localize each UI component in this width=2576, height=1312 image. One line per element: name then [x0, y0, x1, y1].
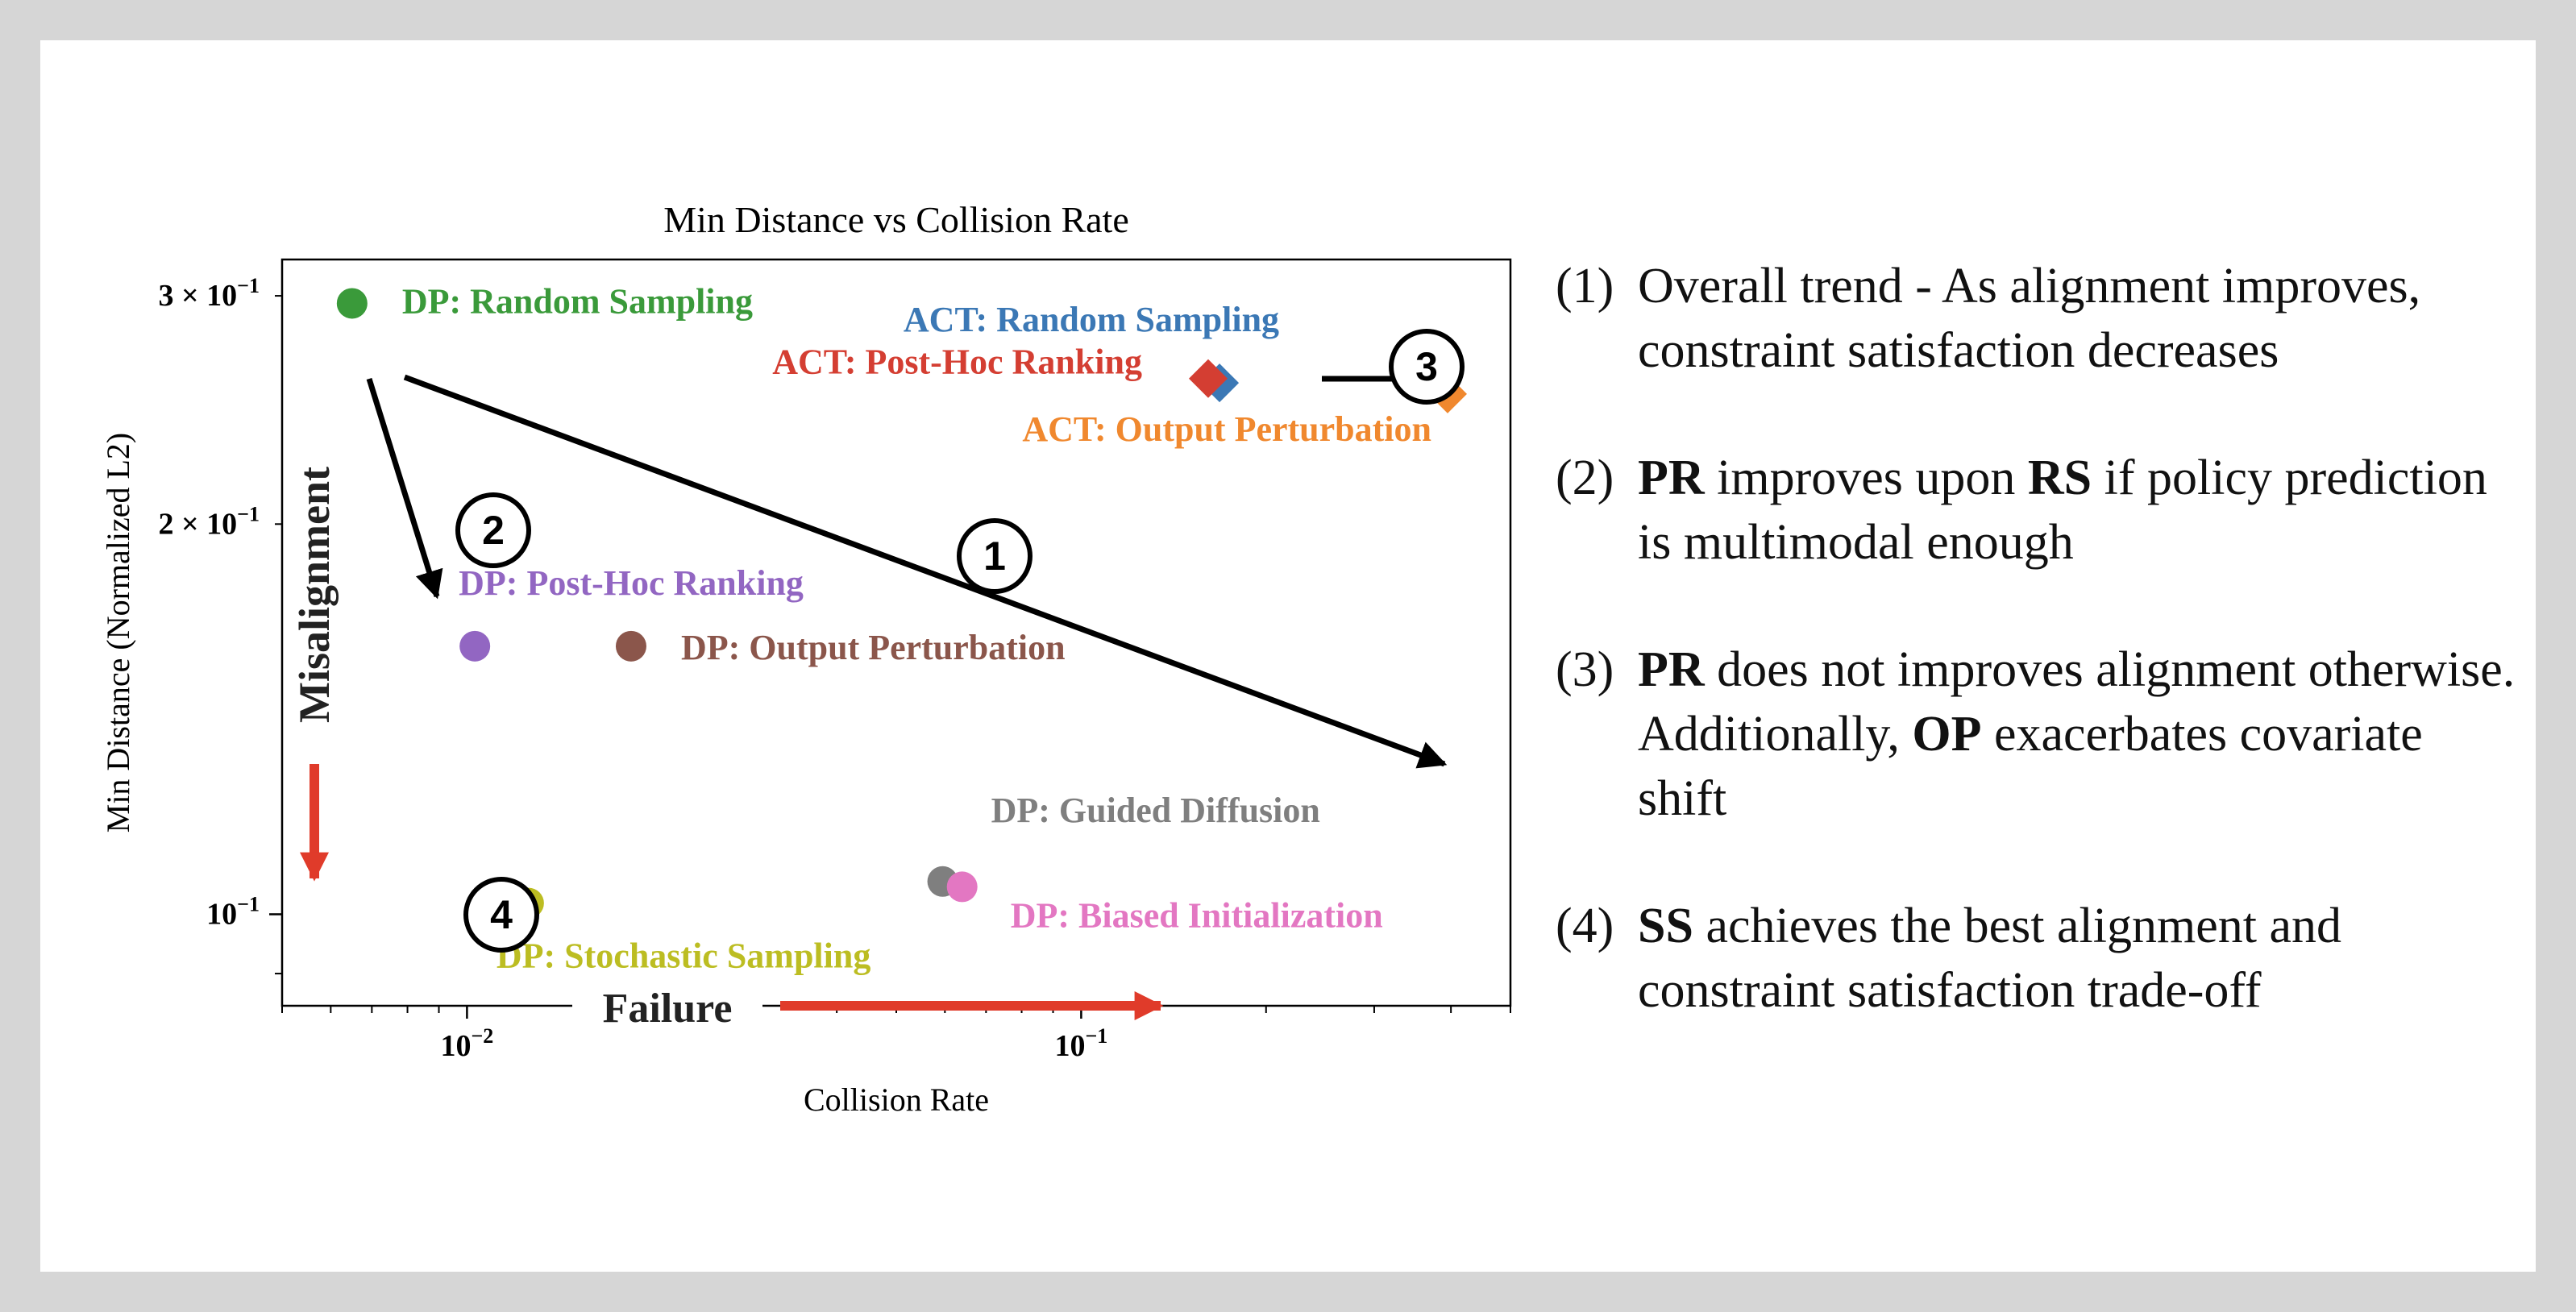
note-3: (3) PR does not improves alignment otherw… [1556, 637, 2523, 831]
badge-circle [1389, 329, 1465, 405]
note-text: Overall trend - As alignment improves, c… [1638, 259, 2420, 378]
scatter-chart: Min Distance vs Collision Rate 10−2 10−1 3 … [100, 199, 1512, 1118]
label-act-random-sampling: ACT: Random Sampling [904, 300, 1279, 339]
note-keyword: SS [1638, 899, 1693, 953]
note-keyword: OP [1912, 707, 1982, 762]
label-act-output-perturbation: ACT: Output Perturbation [1022, 409, 1431, 449]
chart-title: Min Distance vs Collision Rate [663, 199, 1129, 240]
note-fragment: achieves the best alignment and constrai… [1638, 899, 2341, 1018]
badge-3: 3 [1389, 329, 1465, 405]
misalignment-label: Misalignment [290, 467, 339, 723]
label-dp-biased-initialization: DP: Biased Initialization [1011, 895, 1383, 935]
note-4: (4) SS achieves the best alignment and co… [1556, 894, 2523, 1023]
note-text: PR does not improves alignment otherwise… [1638, 642, 2515, 826]
note-number: (3) [1556, 642, 1614, 697]
y-axis-label: Min Distance (Normalized L2) [100, 433, 136, 833]
note-keyword: PR [1638, 642, 1705, 697]
note-fragment: exacerbates covariate shift [1638, 707, 2423, 826]
failure-label: Failure [603, 986, 733, 1032]
note-keyword: PR [1638, 450, 1705, 505]
note-number: (4) [1556, 899, 1614, 953]
note-1: (1) Overall trend - As alignment improves… [1556, 254, 2523, 383]
y-tick-label: 2 × 10−1 [159, 502, 260, 541]
badge-1: 1 [957, 518, 1032, 594]
trend-arrow-2 [366, 377, 443, 600]
badge-number: 4 [490, 892, 513, 937]
trend-arrow-1 [403, 374, 1448, 769]
badge-circle [455, 492, 531, 568]
note-fragment: Overall trend - As alignment improves, c… [1638, 259, 2421, 378]
x-axis-label: Collision Rate [804, 1082, 989, 1118]
point-dp-biased-initialization [946, 871, 978, 903]
point-dp-random-sampling [336, 288, 368, 319]
label-dp-random-sampling: DP: Random Sampling [402, 281, 753, 321]
notes-panel: (1) Overall trend - As alignment improves… [1556, 254, 2523, 1086]
x-tick-label: 10−2 [440, 1024, 493, 1063]
badge-2: 2 [455, 492, 531, 568]
point-dp-post-hoc-ranking [459, 630, 491, 662]
label-dp-post-hoc-ranking: DP: Post-Hoc Ranking [459, 563, 804, 603]
note-2: (2) PR improves upon RS if policy predict… [1556, 446, 2523, 575]
badge-number: 1 [983, 534, 1006, 579]
x-tick-label: 10−1 [1054, 1024, 1107, 1063]
note-fragment: does not improves alignment otherwise. A… [1638, 642, 2516, 762]
note-text: SS achieves the best alignment and const… [1638, 899, 2341, 1018]
note-fragment: if policy prediction is multimodal enoug… [1638, 450, 2487, 570]
point-dp-output-perturbation [615, 630, 646, 662]
badge-circle [957, 518, 1032, 594]
label-dp-output-perturbation: DP: Output Perturbation [681, 628, 1066, 667]
label-dp-guided-diffusion: DP: Guided Diffusion [991, 791, 1320, 830]
note-number: (2) [1556, 450, 1614, 505]
note-text: PR improves upon RS if policy prediction… [1638, 450, 2487, 570]
note-keyword: RS [2027, 450, 2092, 505]
badge-number: 3 [1415, 344, 1438, 389]
figure-frame: Min Distance vs Collision Rate 10−2 10−1 3 … [40, 40, 2536, 1272]
y-tick-label: 3 × 10−1 [159, 274, 260, 313]
badge-circle [463, 877, 539, 953]
badge-number: 2 [482, 508, 505, 553]
note-fragment: improves upon [1704, 450, 2028, 505]
label-act-post-hoc-ranking: ACT: Post-Hoc Ranking [772, 343, 1142, 382]
badge-4: 4 [463, 877, 539, 953]
y-tick-label: 10−1 [206, 892, 260, 931]
note-number: (1) [1556, 259, 1614, 313]
label-dp-stochastic-sampling: DP: Stochastic Sampling [497, 936, 870, 976]
point-act-post-hoc-ranking [1188, 359, 1228, 398]
